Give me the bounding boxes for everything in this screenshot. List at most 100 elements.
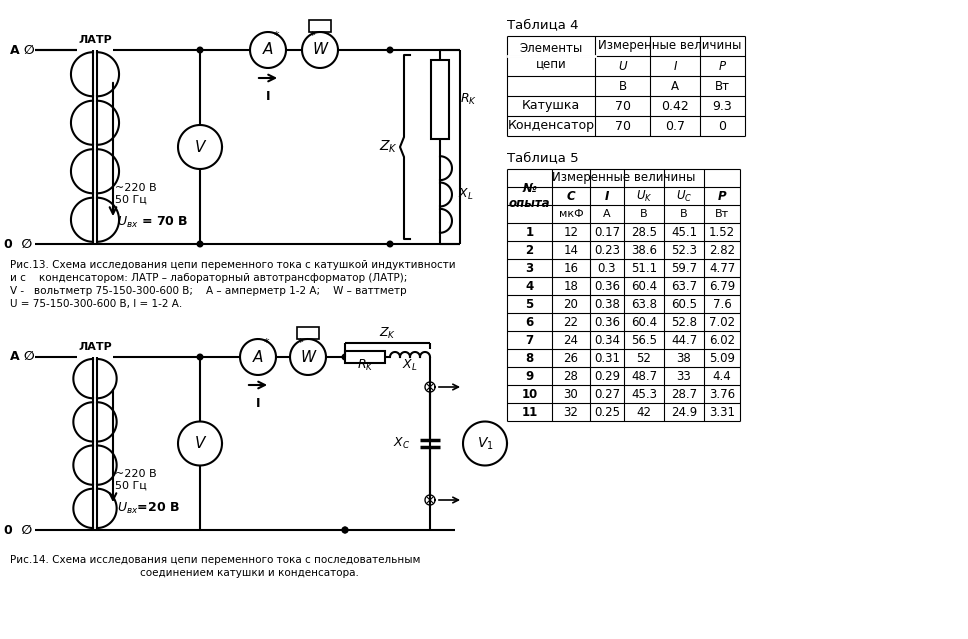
Text: 38.6: 38.6 — [631, 243, 657, 256]
Polygon shape — [240, 339, 276, 375]
Text: 45.3: 45.3 — [631, 387, 657, 401]
Bar — [345, 351, 385, 363]
Text: $R_K$: $R_K$ — [460, 92, 477, 107]
Text: 42: 42 — [637, 406, 651, 419]
Text: мкФ: мкФ — [559, 209, 584, 219]
Polygon shape — [342, 353, 348, 360]
Text: 0.17: 0.17 — [594, 226, 620, 238]
Text: 52.8: 52.8 — [671, 316, 697, 328]
Text: 20: 20 — [563, 298, 579, 311]
Text: 18: 18 — [563, 279, 579, 293]
Text: C: C — [566, 190, 575, 203]
Text: А: А — [263, 43, 273, 58]
Text: 0  ∅: 0 ∅ — [4, 523, 32, 537]
Text: ЛАТР: ЛАТР — [78, 342, 112, 352]
Text: 30: 30 — [563, 387, 578, 401]
Text: 7.6: 7.6 — [712, 298, 732, 311]
Text: 48.7: 48.7 — [631, 369, 657, 383]
Polygon shape — [290, 339, 326, 375]
Text: Таблица 5: Таблица 5 — [507, 151, 579, 164]
Text: А: А — [603, 209, 611, 219]
Text: Таблица 4: Таблица 4 — [507, 18, 579, 31]
Text: Элементы
цепи: Элементы цепи — [520, 42, 583, 70]
Text: $U_C$: $U_C$ — [676, 189, 692, 204]
Text: 2.82: 2.82 — [709, 243, 735, 256]
Text: *: * — [309, 31, 315, 41]
Polygon shape — [342, 527, 348, 534]
Text: *: * — [273, 31, 279, 41]
Text: Рис.13. Схема исследования цепи переменного тока с катушкой индуктивности: Рис.13. Схема исследования цепи переменн… — [10, 260, 456, 270]
Text: 24: 24 — [563, 334, 579, 346]
Text: W: W — [300, 350, 316, 364]
Text: 6.79: 6.79 — [709, 279, 735, 293]
Text: 3.31: 3.31 — [709, 406, 735, 419]
Text: 4: 4 — [526, 279, 533, 293]
Text: 24.9: 24.9 — [671, 406, 697, 419]
Text: 14: 14 — [563, 243, 579, 256]
Text: $U_{вх}$=20 В: $U_{вх}$=20 В — [117, 500, 180, 516]
Polygon shape — [250, 32, 286, 68]
Text: V: V — [195, 139, 205, 155]
Text: *: * — [263, 338, 269, 348]
Text: 7: 7 — [526, 334, 533, 346]
Text: 0.27: 0.27 — [594, 387, 620, 401]
Text: 0.3: 0.3 — [598, 261, 617, 275]
Text: 52: 52 — [637, 351, 651, 364]
Text: 0.38: 0.38 — [594, 298, 620, 311]
Text: I: I — [674, 59, 677, 72]
Text: 52.3: 52.3 — [671, 243, 697, 256]
Text: 45.1: 45.1 — [671, 226, 697, 238]
Text: 9: 9 — [526, 369, 533, 383]
Text: V: V — [195, 436, 205, 451]
Text: 26: 26 — [563, 351, 579, 364]
Text: №
опыта: № опыта — [509, 182, 550, 210]
Text: 4.77: 4.77 — [709, 261, 735, 275]
Bar — [309, 20, 331, 32]
Text: 60.4: 60.4 — [631, 316, 657, 328]
Text: P: P — [717, 190, 726, 203]
Polygon shape — [342, 527, 348, 534]
Text: 12: 12 — [563, 226, 579, 238]
Text: Вт: Вт — [715, 209, 729, 219]
Text: 63.7: 63.7 — [671, 279, 697, 293]
Text: 63.8: 63.8 — [631, 298, 657, 311]
Polygon shape — [386, 240, 394, 247]
Text: 0.25: 0.25 — [594, 406, 620, 419]
Text: 0.34: 0.34 — [594, 334, 620, 346]
Text: В: В — [681, 209, 688, 219]
Text: 28: 28 — [563, 369, 579, 383]
Text: 5.09: 5.09 — [709, 351, 735, 364]
Text: W: W — [313, 43, 327, 58]
Text: 22: 22 — [563, 316, 579, 328]
Text: $R_K$: $R_K$ — [356, 358, 374, 373]
Text: 33: 33 — [677, 369, 691, 383]
Text: соединением катушки и конденсатора.: соединением катушки и конденсатора. — [140, 568, 359, 578]
Text: и с    конденсатором: ЛАТР – лабораторный автотрансформатор (ЛАТР);: и с конденсатором: ЛАТР – лабораторный а… — [10, 273, 408, 283]
Text: 0.31: 0.31 — [594, 351, 620, 364]
Text: V -   вольтметр 75-150-300-600 В;    А – амперметр 1-2 А;    W – ваттметр: V - вольтметр 75-150-300-600 В; А – ампе… — [10, 286, 407, 296]
Text: 6: 6 — [526, 316, 533, 328]
Text: 10: 10 — [522, 387, 537, 401]
Text: P: P — [719, 59, 726, 72]
Text: I: I — [605, 190, 609, 203]
Text: Рис.14. Схема исследования цепи переменного тока с последовательным: Рис.14. Схема исследования цепи переменн… — [10, 555, 420, 565]
Text: *: * — [297, 338, 303, 348]
Text: 1.52: 1.52 — [709, 226, 735, 238]
Text: 4.4: 4.4 — [712, 369, 732, 383]
Text: 51.1: 51.1 — [631, 261, 657, 275]
Text: В: В — [619, 79, 626, 93]
Text: Конденсатор: Конденсатор — [507, 119, 594, 132]
Text: 60.5: 60.5 — [671, 298, 697, 311]
Polygon shape — [197, 353, 203, 360]
Polygon shape — [463, 422, 507, 465]
Text: ЛАТР: ЛАТР — [78, 35, 112, 45]
Text: 28.7: 28.7 — [671, 387, 697, 401]
Text: 44.7: 44.7 — [671, 334, 697, 346]
Text: ~220 В
50 Гц: ~220 В 50 Гц — [115, 469, 157, 491]
Text: 0  ∅: 0 ∅ — [4, 238, 32, 250]
Text: 16: 16 — [563, 261, 579, 275]
Text: 1: 1 — [526, 226, 533, 238]
Text: 7.02: 7.02 — [709, 316, 735, 328]
Text: 0: 0 — [718, 119, 727, 132]
Polygon shape — [178, 125, 222, 169]
